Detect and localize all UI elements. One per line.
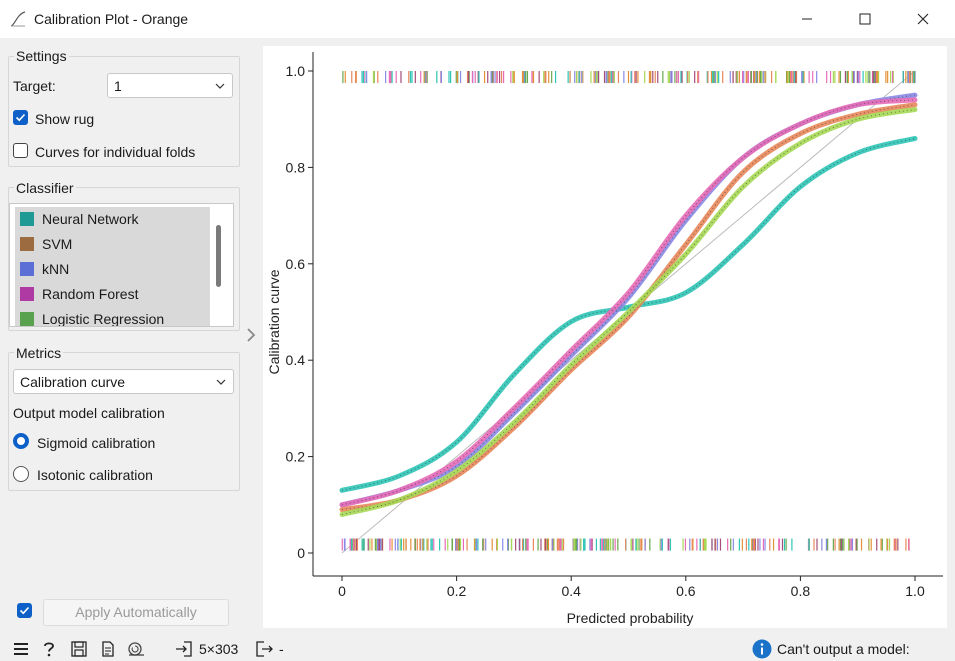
sigmoid-label: Sigmoid calibration	[37, 435, 156, 451]
series-line	[339, 102, 918, 513]
status-message: Can't output a model:	[777, 641, 910, 657]
list-item-label: Logistic Regression	[42, 311, 165, 327]
close-button[interactable]	[894, 0, 952, 38]
isotonic-radio[interactable]	[13, 466, 29, 482]
target-label: Target:	[13, 78, 56, 94]
apply-button[interactable]: Apply Automatically	[43, 599, 229, 626]
output-calibration-label: Output model calibration	[13, 405, 165, 421]
minimize-icon	[802, 18, 812, 20]
list-item-label: kNN	[42, 261, 70, 277]
classifier-list[interactable]: Neural Network SVM kNN Random Forest Log…	[9, 203, 234, 327]
checkmark-icon	[15, 113, 26, 122]
metrics-select[interactable]: Calibration curve	[13, 369, 234, 394]
minimize-button[interactable]	[778, 0, 836, 38]
series-line-dots	[341, 137, 916, 491]
checkmark-icon	[19, 606, 30, 615]
calibration-plot-icon	[10, 11, 26, 27]
color-swatch	[20, 237, 34, 251]
folds-checkbox[interactable]	[13, 143, 28, 158]
info-icon	[752, 639, 772, 659]
metrics-title: Metrics	[14, 345, 64, 361]
list-scrollbar[interactable]	[216, 225, 221, 287]
y-tick-label: 0.2	[286, 449, 306, 465]
series-line	[339, 97, 918, 508]
x-tick-label: 0.4	[561, 583, 581, 599]
color-swatch	[20, 312, 34, 326]
color-swatch	[20, 212, 34, 226]
report-icon[interactable]	[99, 640, 117, 658]
save-icon[interactable]	[70, 640, 88, 658]
y-tick-label: 0.4	[286, 352, 306, 368]
list-item-label: SVM	[42, 236, 73, 252]
target-select[interactable]: 1	[107, 73, 233, 98]
plot-panel: 0 0.2 0.4 0.6 0.8 1.0 0 0.2 0.4 0.6 0.8 1.0 Predicte…	[263, 46, 947, 628]
chevron-down-icon	[216, 379, 226, 385]
metrics-group	[8, 352, 240, 491]
list-item-label: Random Forest	[42, 286, 139, 302]
menu-icon[interactable]	[12, 640, 30, 658]
calibration-chart[interactable]: 0 0.2 0.4 0.6 0.8 1.0 0 0.2 0.4 0.6 0.8 1.0 Predicte…	[263, 46, 947, 628]
y-tick-label: 0.8	[286, 159, 306, 175]
show-rug-checkbox[interactable]	[13, 110, 28, 125]
metrics-value: Calibration curve	[20, 374, 126, 390]
target-value: 1	[114, 78, 122, 94]
sigmoid-radio[interactable]	[13, 433, 29, 449]
isotonic-label: Isotonic calibration	[37, 467, 153, 483]
x-axis-label: Predicted probability	[567, 610, 694, 626]
settings-group	[8, 56, 240, 167]
input-icon	[176, 641, 192, 657]
title-bar: Calibration Plot - Orange	[0, 0, 955, 38]
classifier-title: Classifier	[14, 180, 76, 196]
list-item[interactable]: Neural Network	[15, 207, 210, 232]
chevron-down-icon	[215, 83, 225, 89]
series-line	[339, 92, 918, 508]
show-rug-label: Show rug	[35, 111, 95, 127]
input-summary: 5×303	[199, 641, 239, 657]
x-tick-label: 0	[338, 583, 346, 599]
list-item[interactable]: Random Forest	[15, 282, 210, 307]
x-tick-label: 0.8	[791, 583, 811, 599]
y-axis-label: Calibration curve	[266, 269, 282, 374]
series-line-dots	[341, 99, 916, 506]
y-tick-label: 1.0	[286, 63, 306, 79]
maximize-button[interactable]	[836, 0, 894, 38]
color-swatch	[20, 262, 34, 276]
output-summary: -	[279, 641, 284, 657]
list-item[interactable]: SVM	[15, 232, 210, 257]
settings-title: Settings	[14, 48, 69, 64]
list-item[interactable]: kNN	[15, 257, 210, 282]
maximize-icon	[859, 13, 871, 25]
output-icon	[256, 641, 273, 657]
snail-icon[interactable]	[127, 640, 145, 658]
list-item[interactable]: Logistic Regression	[15, 307, 210, 327]
help-icon[interactable]	[40, 640, 58, 658]
series-line	[339, 107, 918, 517]
window-title: Calibration Plot - Orange	[34, 11, 189, 27]
x-tick-label: 1.0	[905, 583, 925, 599]
close-icon	[917, 13, 929, 25]
apply-automatically-checkbox[interactable]	[17, 603, 32, 618]
status-bar	[0, 637, 955, 661]
color-swatch	[20, 287, 34, 301]
list-item-label: Neural Network	[42, 211, 139, 227]
x-tick-label: 0.2	[447, 583, 467, 599]
y-tick-label: 0	[297, 545, 305, 561]
classifier-group	[8, 187, 240, 331]
x-tick-label: 0.6	[676, 583, 696, 599]
y-tick-label: 0.6	[286, 256, 306, 272]
chevron-right-icon[interactable]	[244, 327, 258, 343]
folds-label: Curves for individual folds	[35, 144, 196, 160]
